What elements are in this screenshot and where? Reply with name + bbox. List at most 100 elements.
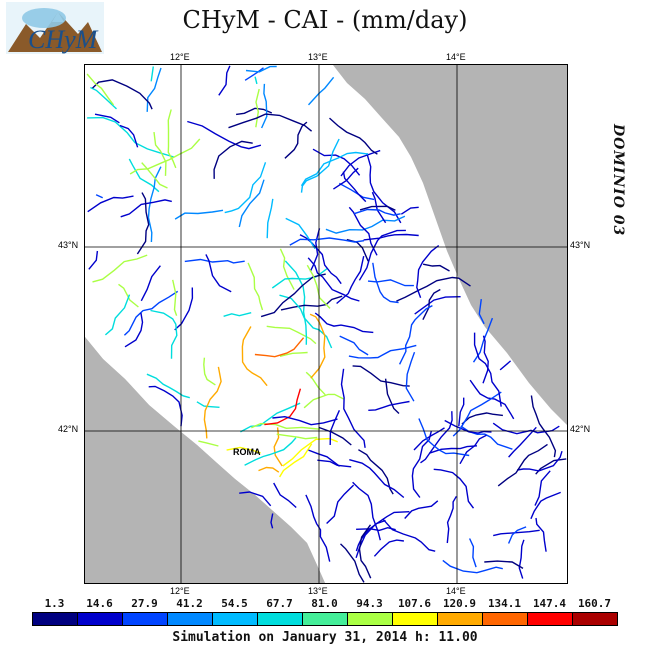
river-segment	[167, 109, 177, 169]
river-segment	[300, 151, 369, 187]
river-segment	[187, 120, 262, 150]
river-segment	[358, 229, 406, 281]
lon-tick-bottom-14: 14°E	[446, 586, 466, 596]
river-segment	[307, 257, 360, 302]
river-segment	[239, 491, 272, 507]
river-segment	[284, 260, 308, 345]
river-segment	[340, 368, 366, 448]
river-segment	[534, 470, 551, 506]
river-segment	[325, 215, 406, 234]
river-segment	[318, 426, 352, 446]
river-segment	[339, 335, 369, 356]
river-segment	[340, 543, 365, 583]
river-segment	[87, 195, 134, 213]
river-segment	[309, 228, 321, 272]
river-segment	[348, 206, 378, 256]
river-segment	[484, 560, 524, 570]
river-segment	[241, 326, 268, 387]
river-segment	[366, 153, 402, 224]
lon-tick-top-14: 14°E	[446, 52, 466, 62]
river-segment	[123, 290, 179, 336]
river-segment	[184, 258, 245, 264]
river-segment	[518, 539, 525, 579]
tyrrhenian-sea	[85, 337, 325, 583]
river-segment	[326, 484, 355, 525]
colorbar-swatch	[348, 613, 393, 625]
river-segment	[367, 279, 414, 287]
river-segment	[147, 166, 162, 243]
colorbar-label: 107.6	[397, 597, 432, 610]
colorbar-label: 94.3	[356, 597, 383, 610]
river-segment	[420, 411, 453, 464]
river-segment	[260, 273, 326, 318]
river-segment	[238, 179, 265, 228]
river-segment	[309, 313, 326, 379]
river-segment	[358, 524, 372, 579]
map-title: CHyM - CAI - (mm/day)	[182, 6, 468, 34]
colorbar-swatch	[573, 613, 617, 625]
river-segment	[348, 344, 417, 359]
river-segment	[129, 138, 201, 175]
river-segment	[358, 449, 394, 495]
river-segment	[508, 426, 537, 458]
river-segment	[404, 500, 439, 519]
river-segment	[368, 400, 410, 411]
river-segment	[329, 117, 378, 155]
river-segment	[120, 199, 172, 218]
colorbar-label: 27.9	[131, 597, 158, 610]
river-segment	[213, 140, 253, 179]
river-segment	[278, 443, 313, 478]
colorbar-swatch	[213, 613, 258, 625]
river-segment	[289, 237, 365, 246]
river-segment	[251, 422, 320, 430]
river-segment	[150, 309, 178, 359]
river-segment	[240, 402, 301, 433]
river-segment	[140, 265, 161, 302]
river-segment	[247, 262, 264, 311]
river-segment	[273, 482, 297, 509]
river-segment	[245, 65, 277, 73]
colorbar-label: 67.7	[266, 597, 293, 610]
colorbar-label: 14.6	[86, 597, 113, 610]
river-segment	[104, 294, 131, 336]
river-segment	[433, 468, 475, 509]
river-segment	[150, 66, 154, 82]
colorbar-swatch	[168, 613, 213, 625]
river-segment	[174, 287, 194, 331]
river-segment	[280, 295, 343, 311]
river-segment	[373, 539, 404, 557]
map-frame[interactable]: ROMA	[84, 64, 568, 584]
river-segment	[422, 288, 441, 321]
river-segment	[148, 385, 183, 427]
river-segment	[482, 335, 489, 384]
river-segment	[300, 138, 340, 193]
colorbar-label: 147.4	[532, 597, 567, 610]
colorbar-labels: 1.3 14.6 27.9 41.2 54.5 67.7 81.0 94.3 107.6 120.…	[20, 597, 630, 611]
river-segment	[416, 244, 440, 298]
river-segment	[205, 254, 232, 293]
river-segment	[284, 121, 308, 159]
colorbar-label: 1.3	[44, 597, 65, 610]
simulation-timestamp: Simulation on January 31, 2014 h: 11.00	[172, 630, 478, 645]
river-segment	[422, 263, 450, 272]
lat-tick-right-42: 42°N	[570, 424, 591, 434]
river-segment	[535, 517, 547, 552]
river-segment	[198, 440, 219, 447]
chym-logo-icon: CHyM	[6, 2, 104, 54]
colorbar-swatch	[123, 613, 168, 625]
river-segment	[468, 538, 477, 568]
river-segment	[382, 518, 436, 552]
river-segment	[473, 332, 502, 407]
river-segment	[279, 248, 295, 290]
river-segment	[371, 191, 387, 224]
city-label-roma: ROMA	[233, 447, 261, 457]
river-segment	[258, 466, 280, 473]
river-segment	[218, 65, 231, 96]
river-segment	[363, 233, 419, 241]
colorbar-label: 41.2	[176, 597, 203, 610]
lat-tick-left-42: 42°N	[58, 424, 79, 434]
colorbar-swatch	[258, 613, 303, 625]
river-segment	[461, 412, 503, 425]
river-segment	[530, 491, 561, 520]
river-segment	[507, 526, 527, 544]
